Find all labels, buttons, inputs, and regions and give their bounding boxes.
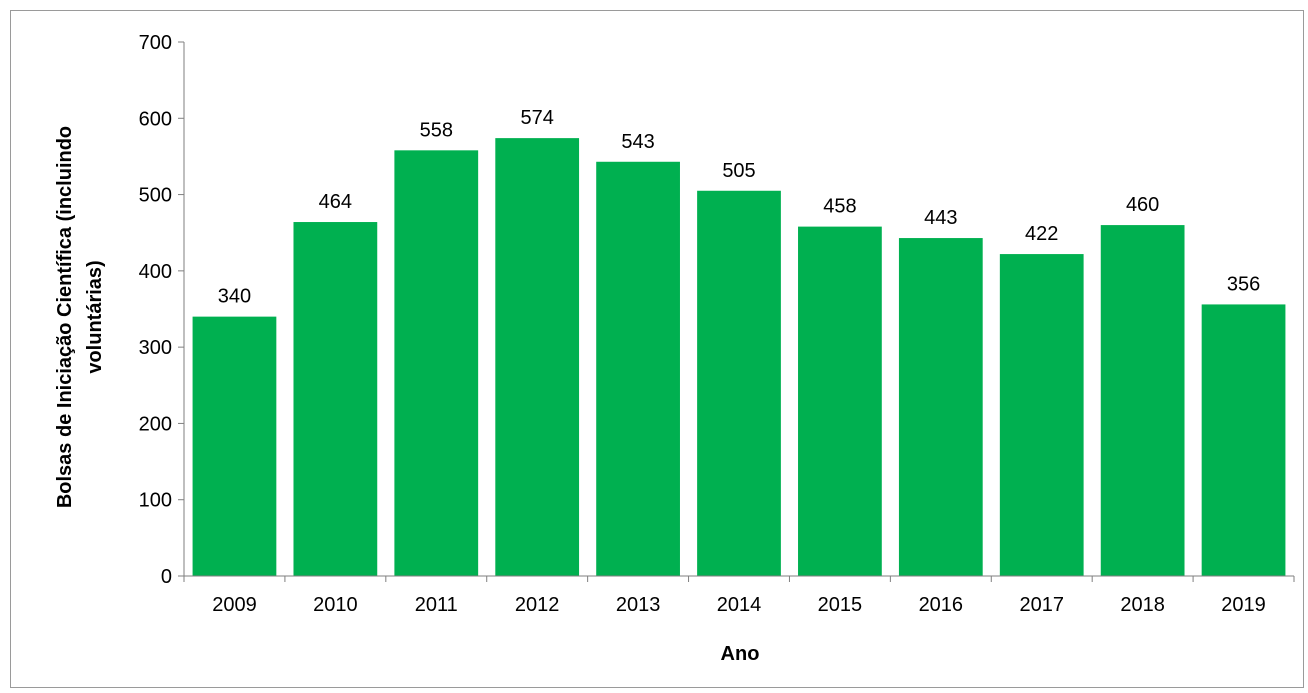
- data-label: 558: [420, 119, 453, 141]
- bar: [394, 150, 479, 576]
- y-tick-label: 500: [139, 185, 172, 207]
- x-tick-label: 2018: [1120, 594, 1165, 616]
- data-label: 443: [924, 207, 957, 229]
- x-tick-label: 2019: [1221, 594, 1266, 616]
- bar: [596, 161, 680, 577]
- x-tick-label: 2013: [616, 594, 661, 616]
- data-label: 356: [1227, 273, 1260, 295]
- bar: [192, 316, 277, 576]
- x-axis-title: Ano: [721, 643, 760, 665]
- x-tick-label: 2017: [1019, 594, 1064, 616]
- x-tick-label: 2011: [415, 594, 458, 616]
- bar: [999, 254, 1084, 576]
- chart-frame: Bolsas de Iniciação Científica (incluind…: [10, 10, 1304, 688]
- y-tick-label: 400: [139, 261, 172, 283]
- bar-chart: Bolsas de Iniciação Científica (incluind…: [54, 32, 1295, 665]
- data-label: 340: [218, 286, 251, 308]
- data-label: 422: [1025, 223, 1058, 245]
- data-label: 574: [520, 107, 553, 129]
- data-label: 458: [823, 196, 856, 218]
- x-tick-label: 2016: [919, 594, 964, 616]
- x-tick-label: 2012: [515, 594, 560, 616]
- y-tick-label: 300: [139, 337, 172, 359]
- bar: [1100, 225, 1185, 577]
- data-label: 460: [1126, 194, 1159, 216]
- data-label: 505: [722, 160, 755, 182]
- y-tick-label: 200: [139, 413, 172, 435]
- bar: [1201, 304, 1286, 576]
- x-axis: 2009 2010 2011 2012 2013 2014 2015 2016 2017 2018…: [183, 575, 1295, 616]
- x-tick-label: 2015: [818, 594, 863, 616]
- bar: [697, 190, 781, 576]
- y-axis-title: Bolsas de Iniciação Científica (incluind…: [54, 126, 106, 508]
- y-axis-title-line-2: voluntárias): [84, 260, 106, 373]
- x-tick-label: 2014: [717, 594, 762, 616]
- y-tick-label: 600: [139, 108, 172, 130]
- bar: [495, 138, 580, 576]
- y-axis-title-line-1: Bolsas de Iniciação Científica (incluind…: [54, 126, 76, 508]
- x-tick-label: 2009: [212, 594, 257, 616]
- y-axis: 0 100 200 300 400 500 600 700: [139, 32, 185, 588]
- data-label: 543: [621, 131, 654, 153]
- data-label: 464: [319, 191, 352, 213]
- x-tick-label: 2010: [313, 594, 358, 616]
- bars: 340 464 558 574 543 505 458 443 422 460 356: [192, 107, 1286, 577]
- bar: [898, 238, 983, 576]
- bar: [293, 222, 378, 576]
- bar: [798, 226, 882, 576]
- y-tick-label: 700: [139, 32, 172, 54]
- y-tick-label: 100: [139, 490, 172, 512]
- y-tick-label: 0: [161, 566, 172, 588]
